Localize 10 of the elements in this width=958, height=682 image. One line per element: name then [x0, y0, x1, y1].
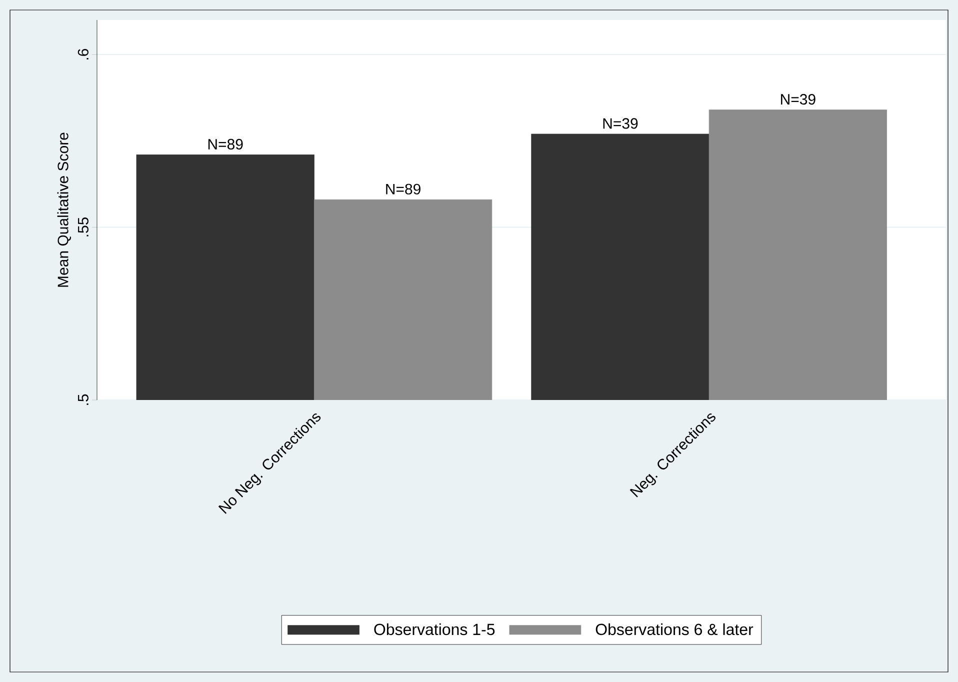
annotation: N=89	[386, 184, 420, 194]
y-tick-label: .6	[78, 48, 88, 60]
y-tick-label: .55	[78, 217, 88, 236]
y-tick-label: .5	[78, 394, 88, 405]
annotation: N=39	[603, 118, 638, 129]
y-axis-title: Mean Qualitative Score	[57, 132, 72, 287]
legend-label: Observations 1-5	[374, 623, 495, 636]
annotation: N=39	[781, 94, 816, 105]
legend-label: Observations 6 & later	[596, 623, 754, 636]
annotation: N=89	[208, 138, 243, 150]
